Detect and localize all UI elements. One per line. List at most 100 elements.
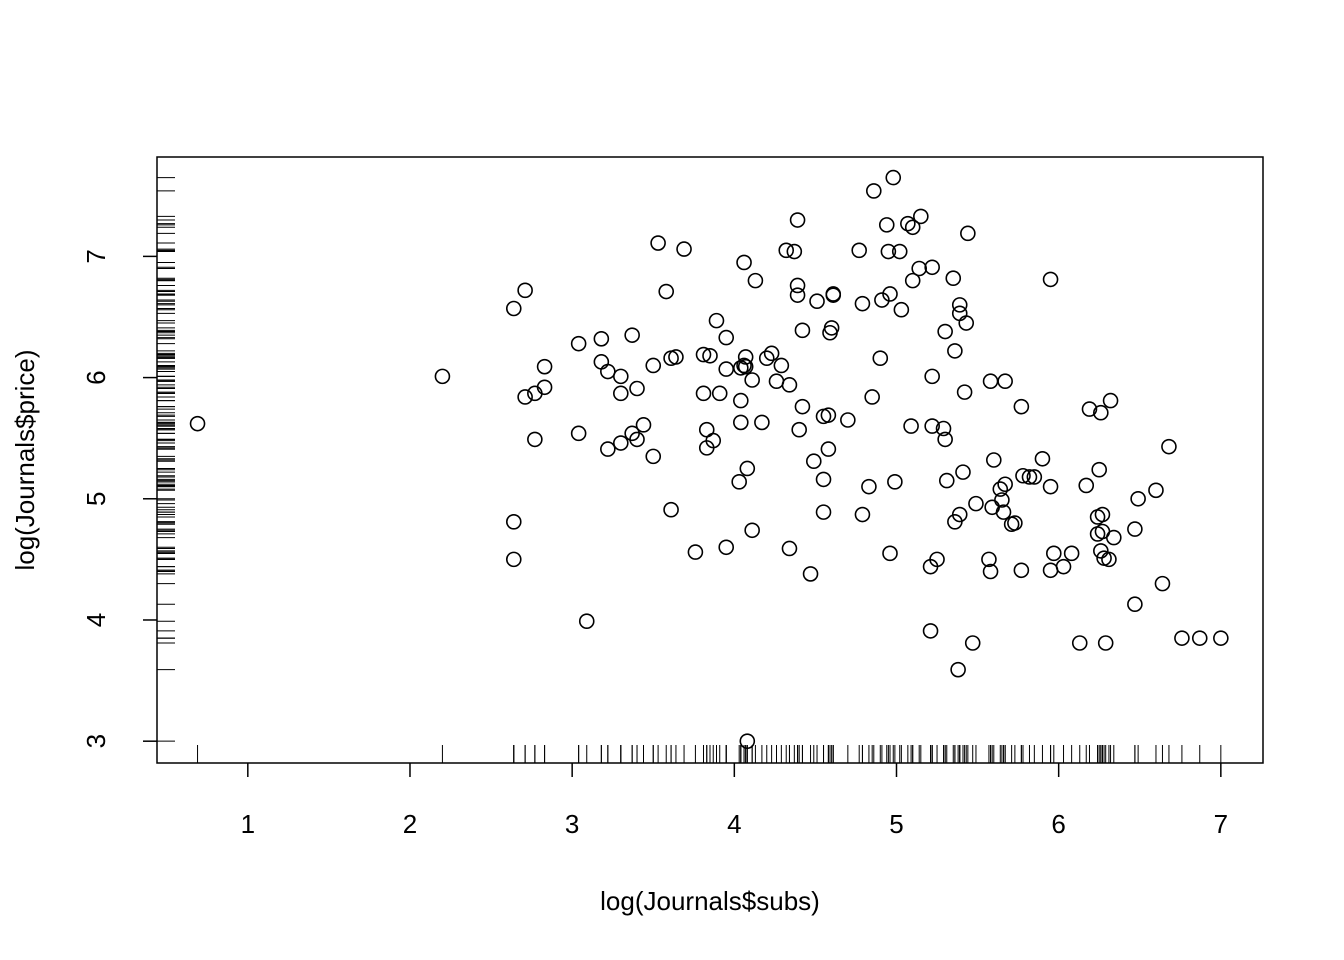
data-point (613, 368, 629, 385)
data-point (1102, 392, 1119, 409)
x-tick-label: 7 (1214, 809, 1228, 839)
data-point (624, 327, 640, 343)
data-point (1042, 478, 1059, 495)
x-tick-label: 1 (241, 809, 255, 839)
data-point (1046, 545, 1062, 562)
data-point (744, 372, 760, 388)
data-point (702, 347, 718, 364)
data-point (189, 415, 206, 432)
data-point (960, 225, 976, 242)
y-axis: 3 4 5 6 7 (81, 249, 157, 748)
data-point (687, 544, 704, 560)
data-point (645, 448, 662, 465)
data-point (820, 407, 837, 423)
data-point (981, 551, 997, 568)
data-point (880, 243, 897, 260)
data-point (434, 368, 451, 385)
x-tick-label: 6 (1051, 809, 1065, 839)
data-point (739, 733, 756, 749)
data-point (570, 335, 587, 352)
data-point (1071, 635, 1088, 651)
data-point (711, 385, 728, 402)
data-point (1013, 562, 1030, 579)
data-point (786, 243, 803, 260)
data-point (736, 254, 752, 271)
data-point (1063, 545, 1080, 562)
data-point (865, 183, 882, 199)
data-point (781, 540, 798, 557)
data-point (663, 350, 679, 366)
data-point (937, 323, 953, 340)
data-point (820, 441, 837, 457)
x-tick-label: 5 (889, 809, 903, 839)
data-point (778, 242, 795, 259)
data-point (997, 476, 1013, 493)
data-point (731, 474, 747, 490)
y-tick-label: 4 (81, 613, 111, 627)
data-point (1034, 450, 1051, 467)
data-point (718, 539, 735, 556)
data-point (924, 259, 940, 276)
data-point (663, 501, 679, 518)
y-rug (157, 177, 175, 742)
data-point (1161, 438, 1177, 455)
data-point (773, 357, 790, 374)
data-point (947, 343, 963, 359)
data-point (593, 330, 610, 347)
data-point (600, 363, 616, 380)
data-point (904, 219, 921, 236)
data-point (885, 169, 902, 186)
data-point (505, 514, 522, 530)
data-point (695, 346, 712, 363)
data-point (982, 373, 999, 390)
data-point (874, 292, 890, 308)
data-point (1042, 271, 1059, 288)
data-point (995, 504, 1012, 520)
data-point (517, 389, 533, 405)
data-point (815, 408, 832, 425)
data-point (951, 506, 968, 523)
data-point (758, 350, 775, 366)
data-point (718, 361, 735, 377)
data-point (1026, 469, 1043, 485)
data-point (938, 472, 955, 489)
data-point (878, 217, 895, 233)
data-point (613, 435, 629, 451)
data-point (668, 349, 684, 365)
data-point (815, 471, 832, 488)
data-point (768, 373, 785, 390)
y-axis-label: log(Journals$price) (10, 349, 40, 570)
data-point (913, 208, 929, 225)
data-point (781, 377, 798, 393)
data-point (789, 277, 806, 294)
y-tick-label: 3 (81, 734, 111, 748)
data-point (950, 661, 966, 678)
data-point (733, 414, 749, 431)
data-point (1007, 515, 1023, 531)
data-point (815, 504, 832, 520)
data-point (968, 495, 984, 512)
data-point (1055, 558, 1072, 575)
data-point (992, 481, 1009, 497)
data-point (958, 315, 975, 331)
data-point (903, 418, 919, 434)
data-point (1154, 575, 1171, 592)
data-point (955, 464, 971, 480)
data-point (1021, 469, 1038, 485)
data-point (1174, 630, 1190, 646)
data-point (882, 286, 898, 302)
data-point (676, 241, 692, 257)
data-point (840, 412, 856, 428)
data-point (1148, 482, 1164, 499)
data-point (893, 301, 910, 318)
data-point (825, 286, 842, 302)
data-point (951, 305, 968, 322)
data-point (825, 287, 842, 303)
data-point (1042, 562, 1059, 579)
data-point (904, 272, 921, 289)
data-point (708, 312, 725, 329)
data-point (629, 431, 645, 448)
data-point (739, 460, 756, 477)
plot-frame (156, 156, 1264, 764)
data-point (882, 545, 898, 562)
